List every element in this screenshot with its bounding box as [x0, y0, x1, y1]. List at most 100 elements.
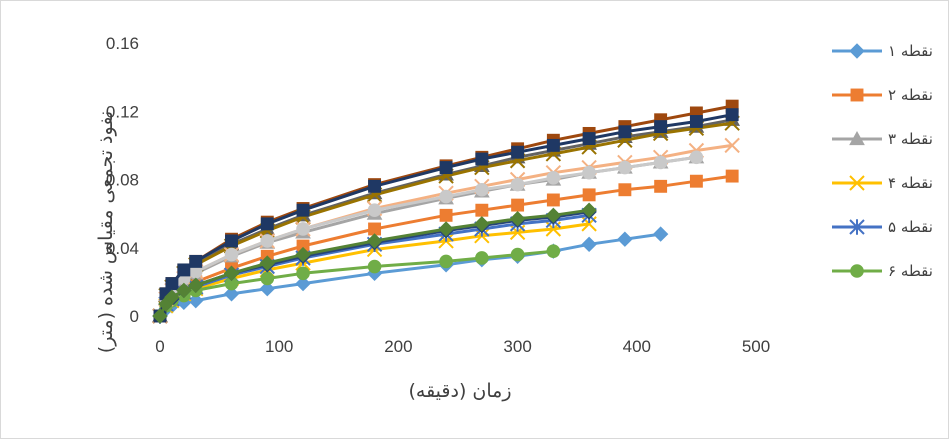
- data-point: [475, 152, 489, 166]
- y-tick-label: 0.04: [106, 239, 139, 258]
- legend-label: نقطه ۴: [888, 174, 933, 192]
- data-point: [724, 137, 740, 154]
- y-tick-label: 0.12: [106, 102, 139, 121]
- data-point: [367, 259, 382, 274]
- legend-marker: [849, 219, 865, 235]
- legend-swatch: [832, 43, 882, 59]
- data-point: [223, 286, 240, 302]
- data-point: [546, 244, 561, 258]
- data-point: [689, 174, 703, 188]
- y-tick-label: 0.16: [106, 34, 139, 53]
- legend-item: نقطه ۶: [832, 260, 944, 282]
- legend-label: نقطه ۶: [888, 262, 933, 280]
- x-tick-label: 400: [623, 337, 651, 356]
- y-axis-ticks: 0 0.04 0.08 0.12 0.16: [106, 34, 139, 326]
- legend-marker: [849, 175, 865, 191]
- data-point: [295, 275, 311, 292]
- legend-swatch: [832, 175, 882, 191]
- data-point: [618, 160, 632, 175]
- data-point: [510, 177, 525, 192]
- data-point: [188, 277, 204, 293]
- y-tick-label: 0.08: [106, 171, 139, 190]
- data-point: [259, 255, 275, 271]
- data-point: [581, 236, 597, 253]
- data-point: [224, 247, 239, 262]
- data-point: [689, 115, 703, 128]
- data-point: [296, 266, 310, 281]
- data-point: [296, 222, 310, 236]
- series-13: [153, 108, 739, 323]
- data-point: [152, 308, 168, 324]
- data-point: [367, 203, 382, 218]
- data-point: [475, 251, 489, 265]
- data-point: [439, 189, 453, 204]
- legend-item: نقطه ۴: [832, 172, 944, 194]
- y-tick-label: 0: [130, 307, 139, 326]
- legend-label: نقطه ۵: [888, 218, 933, 236]
- legend-item: نقطه ۱: [832, 40, 944, 62]
- legend-label: نقطه ۱: [888, 42, 933, 60]
- data-point: [176, 282, 192, 299]
- data-point: [295, 246, 311, 263]
- data-point: [225, 234, 238, 248]
- legend-swatch: [832, 219, 882, 235]
- legend-label: نقطه ۳: [888, 130, 933, 148]
- data-point: [617, 231, 633, 247]
- data-point: [653, 155, 668, 170]
- data-point: [511, 145, 525, 159]
- legend-marker: [849, 43, 865, 59]
- plot-series: [152, 99, 741, 324]
- data-point: [654, 120, 668, 134]
- data-point: [368, 222, 382, 236]
- x-tick-label: 500: [742, 337, 770, 356]
- x-tick-label: 100: [265, 337, 293, 356]
- legend-marker: [850, 264, 864, 278]
- data-point: [725, 169, 739, 183]
- x-tick-label: 0: [155, 337, 164, 356]
- data-point: [581, 202, 597, 218]
- data-point: [652, 226, 669, 242]
- legend-item: نقطه ۲: [832, 84, 944, 106]
- data-point: [654, 179, 668, 193]
- data-point: [438, 221, 454, 237]
- data-point: [509, 211, 526, 227]
- x-tick-label: 300: [503, 337, 531, 356]
- data-point: [689, 150, 704, 165]
- data-point: [259, 280, 275, 297]
- data-point: [546, 193, 560, 207]
- data-point: [439, 161, 453, 175]
- data-point: [725, 108, 739, 122]
- legend-swatch: [832, 130, 882, 146]
- data-point: [618, 183, 632, 197]
- data-point: [582, 165, 596, 180]
- data-point: [177, 263, 191, 277]
- data-point: [260, 217, 274, 231]
- data-point: [546, 138, 560, 152]
- data-point: [582, 132, 596, 146]
- legend-item: نقطه ۵: [832, 216, 944, 238]
- data-point: [164, 289, 180, 305]
- data-point: [165, 277, 179, 291]
- data-point: [582, 188, 596, 202]
- x-tick-label: 200: [384, 337, 412, 356]
- data-point: [546, 170, 561, 185]
- legend-swatch: [832, 88, 882, 102]
- data-point: [260, 234, 275, 248]
- data-point: [439, 254, 453, 269]
- data-point: [189, 254, 203, 268]
- legend-swatch: [832, 264, 882, 278]
- data-point: [439, 208, 453, 222]
- legend-marker: [850, 88, 864, 102]
- data-point: [618, 125, 632, 139]
- x-axis-title: زمان (دقیقه): [408, 380, 511, 402]
- data-point: [296, 203, 310, 217]
- x-axis-ticks: 0 100 200 300 400 500: [155, 337, 770, 356]
- data-point: [545, 207, 562, 224]
- data-point: [260, 271, 275, 286]
- legend-label: نقطه ۲: [888, 86, 933, 104]
- data-point: [474, 216, 490, 232]
- data-point: [511, 198, 525, 212]
- y-axis-title: نفوذ تجمعی مقیاس شده (متر): [95, 111, 117, 353]
